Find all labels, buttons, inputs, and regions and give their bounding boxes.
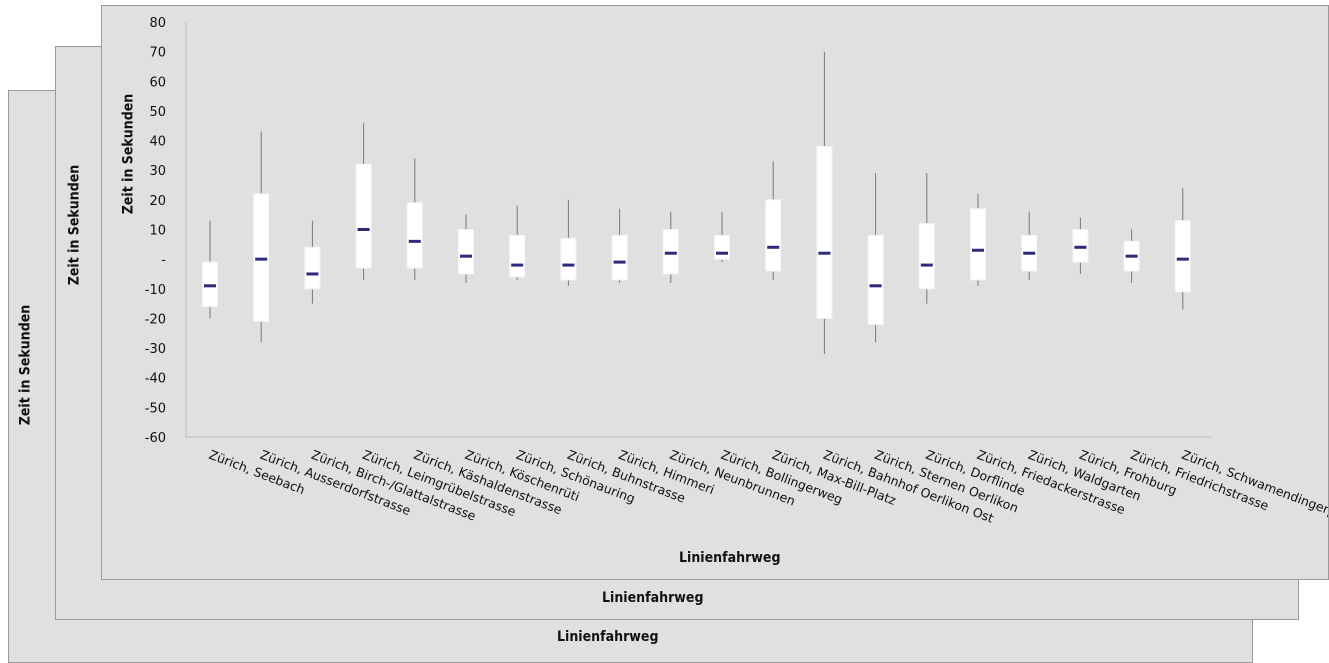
box [458, 229, 474, 275]
box [611, 234, 628, 281]
y-tick-label: 50 [149, 105, 166, 120]
y-tick-label: -50 [145, 401, 166, 416]
y-axis-title: Zeit in Sekunden [120, 93, 137, 215]
box [560, 237, 577, 281]
box-plot: 8070605040302010--10-20-30-40-50-60Züric… [145, 16, 1328, 528]
box [714, 234, 730, 260]
box [355, 163, 372, 269]
box [304, 246, 321, 290]
box [867, 234, 884, 325]
y-axis-title-back: Zeit in Sekunden [17, 304, 34, 426]
y-tick-label: -30 [145, 342, 166, 357]
x-axis-title: Linienfahrweg [679, 550, 781, 566]
y-tick-label: 20 [149, 194, 166, 209]
x-axis-title-middle: Linienfahrweg [602, 590, 704, 606]
box [970, 208, 986, 281]
y-tick-label: 40 [149, 135, 166, 150]
y-tick-label: 30 [149, 164, 166, 179]
y-tick-label: 70 [149, 46, 166, 61]
y-tick-label: - [161, 253, 166, 268]
y-tick-label: -10 [145, 283, 166, 298]
x-axis-title-back: Linienfahrweg [557, 629, 659, 645]
y-tick-label: -60 [145, 431, 166, 446]
y-axis-title-middle: Zeit in Sekunden [66, 164, 83, 286]
box [765, 199, 782, 272]
y-tick-label: -40 [145, 372, 166, 387]
y-tick-label: 60 [149, 75, 166, 90]
box [406, 202, 423, 269]
y-tick-label: 80 [149, 16, 166, 31]
box [918, 223, 935, 290]
box [816, 146, 833, 319]
box [1174, 220, 1191, 293]
y-tick-label: 10 [149, 224, 166, 239]
box [509, 234, 526, 278]
chart-panel-front: 80 70 60 50 40 30 20 10- -10 -20 -30 -40 -50 -60 Züric… [101, 5, 1329, 580]
y-tick-label: -20 [145, 312, 166, 327]
